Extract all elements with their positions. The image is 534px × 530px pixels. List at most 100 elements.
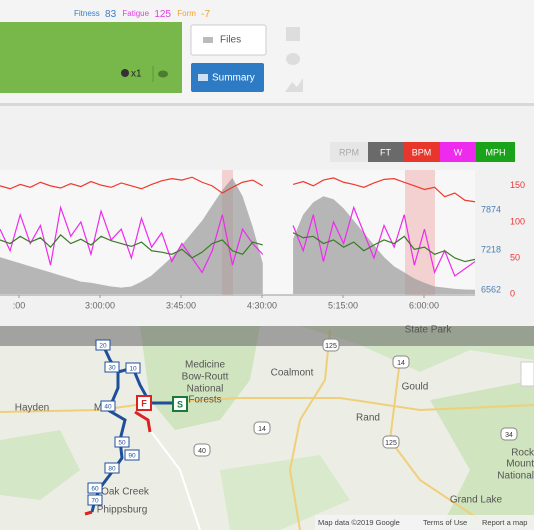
summary-label: Summary (212, 73, 255, 84)
form-label: Form (177, 9, 196, 18)
road (149, 429, 201, 530)
town-label: Rand (356, 413, 380, 424)
highway-number: 125 (385, 440, 397, 447)
form: -7 (201, 9, 210, 20)
route-badge (87, 494, 103, 506)
files-button[interactable] (190, 24, 267, 56)
toggles: RPM FT BPM W MPH (330, 142, 515, 162)
count: x1 (131, 69, 142, 80)
highway-number: 14 (258, 426, 266, 433)
summary-button[interactable] (191, 63, 264, 92)
highway-shield (382, 435, 400, 449)
route-badge-label: 10 (129, 366, 137, 373)
highlight (405, 170, 435, 295)
highway-number: 14 (397, 360, 405, 367)
highway-shield (322, 338, 340, 352)
route-badge (100, 400, 116, 412)
y-tick-label: 50 (510, 252, 520, 262)
route-badge (124, 449, 140, 461)
start-label: S (177, 399, 183, 409)
workout-card[interactable] (0, 22, 182, 93)
fitness: 83 (105, 9, 117, 20)
line (0, 176, 264, 194)
highway-shield (500, 427, 518, 441)
toggle-label: MPH (486, 147, 506, 157)
forest-area (430, 380, 534, 530)
y-tick-label: 100 (510, 216, 525, 226)
files-icon (203, 37, 213, 43)
finish-marker (136, 395, 152, 411)
fatigue-label: Fatigue (122, 9, 149, 18)
map-control[interactable] (520, 361, 534, 387)
park-label: Rock (511, 448, 534, 459)
start-marker (172, 396, 188, 412)
toggle-button[interactable] (440, 142, 476, 162)
route-badge (104, 361, 120, 373)
forest-label: Medicine (185, 360, 225, 371)
x-tick-label: 6:00:00 (409, 300, 439, 310)
forest-label: Forests (188, 395, 221, 406)
y2-tick-label: 7874 (481, 204, 501, 214)
route-badge (114, 436, 130, 448)
x-tick-label: :00 (13, 300, 26, 310)
line (0, 234, 263, 259)
route-badge-label: 70 (91, 498, 99, 505)
forest-area (220, 455, 350, 530)
map-footer[interactable]: Terms of Use (423, 518, 467, 527)
x-tick-label: 5:15:00 (328, 300, 358, 310)
chart-icon[interactable] (286, 27, 300, 41)
road (0, 397, 534, 413)
town-label: Gould (402, 382, 429, 393)
finish-label: F (141, 398, 147, 408)
x-tick-label: 3:00:00 (85, 300, 115, 310)
graph-icon[interactable] (285, 78, 303, 92)
town-label: Phippsburg (97, 505, 148, 516)
park-label: Mount (506, 459, 534, 470)
y-tick-label: 0 (510, 288, 515, 298)
route-badge-label: 50 (118, 440, 126, 447)
forest-area (0, 430, 80, 500)
comments-icon[interactable] (286, 53, 300, 65)
route (84, 510, 93, 516)
highway-shield (253, 421, 271, 435)
route-badge-label: 30 (108, 365, 116, 372)
route-badge-label: 90 (128, 453, 136, 460)
area (293, 196, 475, 294)
toggle-label: W (454, 147, 463, 157)
footer-bg (315, 515, 534, 530)
line (292, 177, 476, 203)
highway-shield (392, 355, 410, 369)
town-label: Oak Creek (101, 487, 150, 498)
town-label: Grand Lake (450, 495, 503, 506)
route (134, 410, 152, 433)
toggle-label: BPM (412, 147, 432, 157)
road (288, 329, 331, 530)
comment-icon (158, 70, 168, 78)
toggle-button[interactable] (330, 142, 368, 162)
toggle-button[interactable] (476, 142, 515, 162)
files-label: Files (220, 35, 241, 46)
town-label: M (94, 403, 102, 414)
route-badge-label: 40 (104, 404, 112, 411)
medal-icon (121, 69, 129, 77)
x-tick-label: 3:45:00 (166, 300, 196, 310)
toggle-button[interactable] (368, 142, 403, 162)
divider-bar (0, 103, 534, 106)
route-badge-label: 60 (91, 486, 99, 493)
highway-number: 34 (505, 432, 513, 439)
line (0, 205, 264, 274)
town-label: Hayden (15, 403, 49, 414)
plot: :00 3:00:00 3:45:00 4:30:00 5:15:00 6:00:00 0 5… (0, 176, 525, 310)
route-badge (95, 339, 111, 351)
toggle-button[interactable] (403, 142, 440, 162)
x-tick-label: 4:30:00 (247, 300, 277, 310)
map-labels: State ParkMedicineBow-RouttNationalFores… (15, 325, 534, 527)
fitness-label: Fitness (74, 9, 100, 18)
map-footer[interactable]: Report a map (482, 518, 527, 527)
map-footer: Map data ©2019 Google (318, 518, 400, 527)
route-badge-label: 20 (99, 343, 107, 350)
route-badge (125, 362, 141, 374)
park-label: State Park (405, 325, 453, 336)
route-badge (104, 462, 120, 474)
